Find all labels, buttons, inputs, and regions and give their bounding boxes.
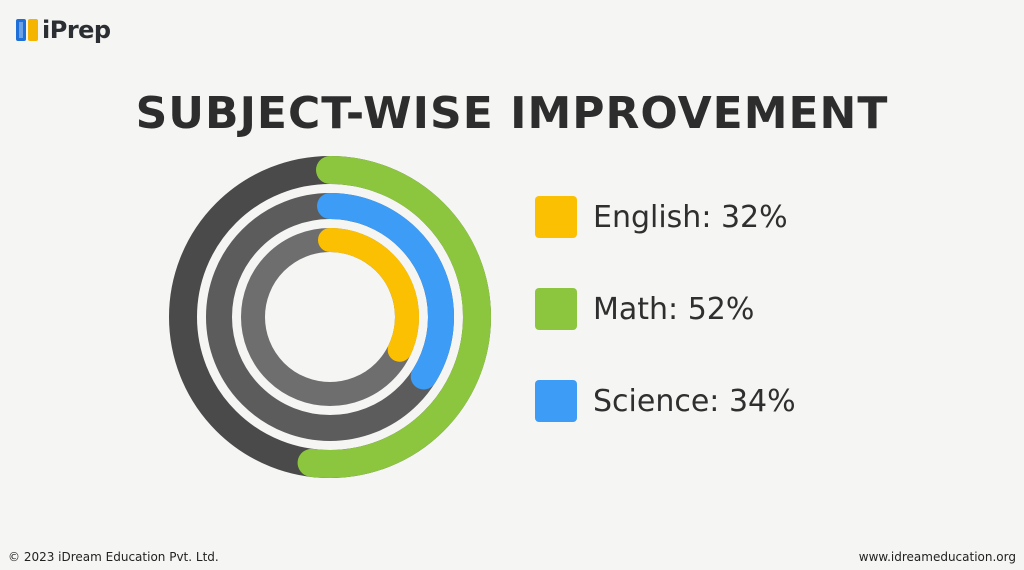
legend-swatch-science [535,380,577,422]
legend-item-math: Math: 52% [535,287,796,331]
legend-item-science: Science: 34% [535,379,796,423]
chart-title: SUBJECT-WISE IMPROVEMENT [135,88,889,139]
legend-label-math: Math: 52% [593,291,755,327]
logo-mark-icon [16,19,38,41]
bar-arc-english [318,228,419,362]
footer-copyright: © 2023 iDream Education Pvt. Ltd. [8,550,219,564]
legend-swatch-math [535,288,577,330]
bar-arc-math [297,156,491,478]
bar-arc-science [317,193,454,390]
brand-logo: iPrep [16,16,111,44]
legend-label-science: Science: 34% [593,383,796,419]
legend-item-english: English: 32% [535,195,796,239]
legend-swatch-english [535,196,577,238]
legend-label-english: English: 32% [593,199,788,235]
logo-text: iPrep [42,16,111,44]
footer-website: www.idreameducation.org [858,550,1016,564]
chart-legend: English: 32% Math: 52% Science: 34% [535,195,796,471]
